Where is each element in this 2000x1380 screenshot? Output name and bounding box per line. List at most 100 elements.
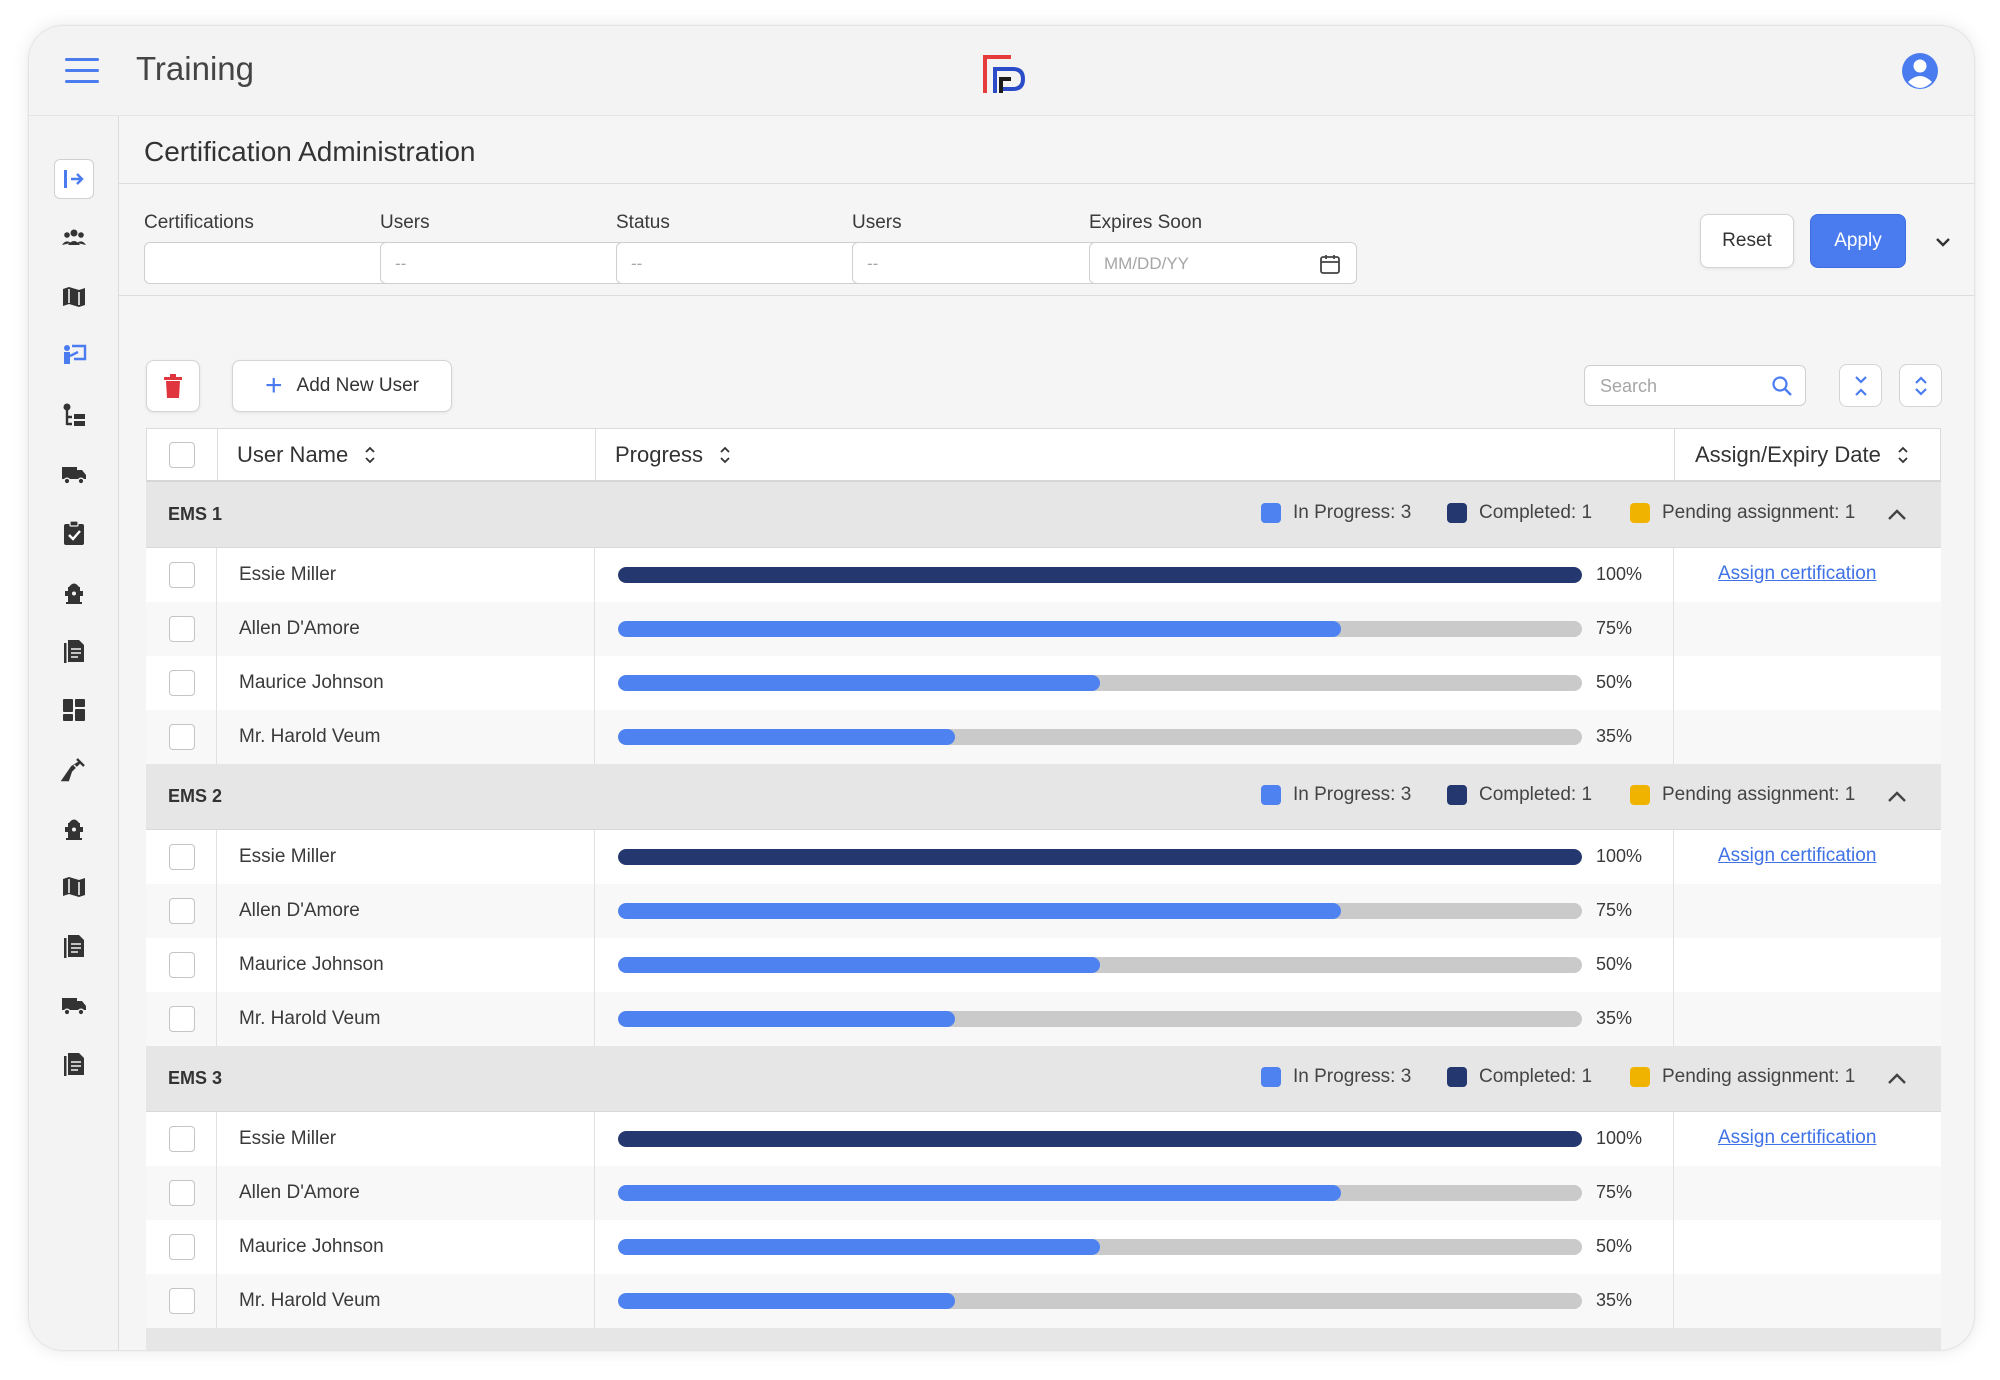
menu-icon[interactable]	[65, 58, 99, 84]
assign-certification-link[interactable]: Assign certification	[1718, 1127, 1877, 1148]
column-assign[interactable]: Assign/Expiry Date	[1695, 429, 1911, 481]
group-header[interactable]: EMS 2 In Progress: 3 Completed: 1 Pending a…	[146, 764, 1941, 830]
progress-bar	[618, 567, 1582, 583]
legend-label: Completed: 1	[1479, 1066, 1593, 1087]
apply-button[interactable]: Apply	[1810, 214, 1906, 268]
user-avatar-icon[interactable]	[1901, 52, 1939, 90]
legend-label: Pending assignment: 1	[1662, 784, 1856, 805]
status-input[interactable]: --	[616, 242, 884, 284]
column-divider	[216, 656, 217, 710]
app-window: Training	[29, 26, 1974, 1350]
row-checkbox[interactable]	[169, 670, 195, 696]
progress-percent: 75%	[1596, 618, 1633, 638]
progress-bar-fill	[618, 957, 1100, 973]
progress-bar-fill	[618, 567, 1582, 583]
group-header[interactable]: EMS 1 In Progress: 3 Completed: 1 Pending a…	[146, 482, 1941, 548]
users-input-2[interactable]: --	[852, 242, 1120, 284]
document-icon[interactable]	[54, 631, 94, 671]
assign-certification-link[interactable]: Assign certification	[1718, 563, 1877, 584]
column-divider	[1673, 830, 1674, 884]
table-row: Essie Miller 100% Assign certification	[146, 1112, 1941, 1166]
collapse-all-button[interactable]	[1839, 364, 1882, 407]
group-name: EMS 3	[168, 1068, 223, 1088]
chevron-up-icon[interactable]	[1883, 502, 1911, 530]
row-checkbox[interactable]	[169, 952, 195, 978]
calendar-icon[interactable]	[1318, 252, 1342, 276]
map-icon[interactable]	[54, 867, 94, 907]
truck-icon[interactable]	[54, 985, 94, 1025]
reset-button[interactable]: Reset	[1700, 214, 1794, 268]
row-checkbox[interactable]	[169, 1234, 195, 1260]
search-icon[interactable]	[1771, 375, 1793, 397]
column-divider	[594, 884, 595, 938]
sort-icon	[365, 446, 375, 464]
legend-pending: Pending assignment: 1	[1630, 1066, 1855, 1088]
page-title: Certification Administration	[144, 136, 476, 167]
syringe-icon[interactable]	[54, 749, 94, 789]
column-divider	[216, 710, 217, 764]
column-username[interactable]: User Name	[237, 429, 378, 481]
truck-icon[interactable]	[54, 454, 94, 494]
chevron-up-icon[interactable]	[1883, 1066, 1911, 1094]
row-checkbox[interactable]	[169, 1180, 195, 1206]
row-checkbox[interactable]	[169, 724, 195, 750]
hydrant-icon[interactable]	[54, 808, 94, 848]
users-input[interactable]: --	[380, 242, 648, 284]
row-checkbox[interactable]	[169, 1126, 195, 1152]
group-icon[interactable]	[54, 218, 94, 258]
add-user-button[interactable]: + Add New User	[232, 360, 452, 412]
delete-button[interactable]	[146, 360, 200, 412]
progress-bar-fill	[618, 1131, 1582, 1147]
select-all-checkbox[interactable]	[169, 442, 195, 468]
column-divider	[1673, 1220, 1674, 1274]
clipboard-check-icon[interactable]	[54, 513, 94, 553]
row-checkbox[interactable]	[169, 562, 195, 588]
progress-bar	[618, 1239, 1582, 1255]
row-checkbox[interactable]	[169, 1006, 195, 1032]
certifications-select[interactable]	[144, 242, 412, 284]
column-divider	[1673, 1166, 1674, 1220]
table-row: Mr. Harold Veum 35%	[146, 710, 1941, 764]
group-header[interactable]: EMS 3 In Progress: 3 Completed: 1 Pending a…	[146, 1046, 1941, 1112]
certification-table: User Name Progress Assign/Expiry Date EM…	[146, 428, 1941, 1350]
training-icon[interactable]	[54, 336, 94, 376]
sort-icon	[1898, 446, 1908, 464]
chevron-down-icon[interactable]	[1929, 228, 1957, 256]
progress-percent: 35%	[1596, 1008, 1633, 1028]
assign-certification-link[interactable]: Assign certification	[1718, 845, 1877, 866]
user-name: Maurice Johnson	[239, 672, 384, 693]
expand-all-button[interactable]	[1899, 364, 1942, 407]
legend-in-progress: In Progress: 3	[1261, 784, 1411, 806]
hierarchy-icon[interactable]	[54, 395, 94, 435]
progress-bar	[618, 957, 1582, 973]
search-placeholder: Search	[1600, 376, 1658, 396]
document-icon[interactable]	[54, 926, 94, 966]
user-name: Mr. Harold Veum	[239, 726, 381, 747]
progress-bar-fill	[618, 1185, 1341, 1201]
column-divider	[1673, 656, 1674, 710]
users-filter-2: Users --	[852, 212, 1120, 284]
hydrant-icon[interactable]	[54, 572, 94, 612]
legend-pending: Pending assignment: 1	[1630, 784, 1855, 806]
page-header: Certification Administration	[119, 116, 1974, 184]
progress-bar	[618, 903, 1582, 919]
chevron-up-icon[interactable]	[1883, 784, 1911, 812]
expires-date-input[interactable]: MM/DD/YY	[1089, 242, 1357, 284]
row-checkbox[interactable]	[169, 898, 195, 924]
collapse-sidebar-icon[interactable]	[54, 159, 94, 199]
column-divider	[594, 602, 595, 656]
search-input[interactable]: Search	[1584, 365, 1806, 406]
map-icon[interactable]	[54, 277, 94, 317]
table-row: Allen D'Amore 75%	[146, 884, 1941, 938]
row-checkbox[interactable]	[169, 616, 195, 642]
dashboard-icon[interactable]	[54, 690, 94, 730]
column-divider	[594, 1274, 595, 1328]
column-progress[interactable]: Progress	[615, 429, 733, 481]
column-divider	[594, 1112, 595, 1166]
row-checkbox[interactable]	[169, 844, 195, 870]
status-placeholder: --	[631, 254, 643, 273]
legend-label: In Progress: 3	[1293, 502, 1412, 523]
progress-bar	[618, 729, 1582, 745]
document-icon[interactable]	[54, 1044, 94, 1084]
row-checkbox[interactable]	[169, 1288, 195, 1314]
